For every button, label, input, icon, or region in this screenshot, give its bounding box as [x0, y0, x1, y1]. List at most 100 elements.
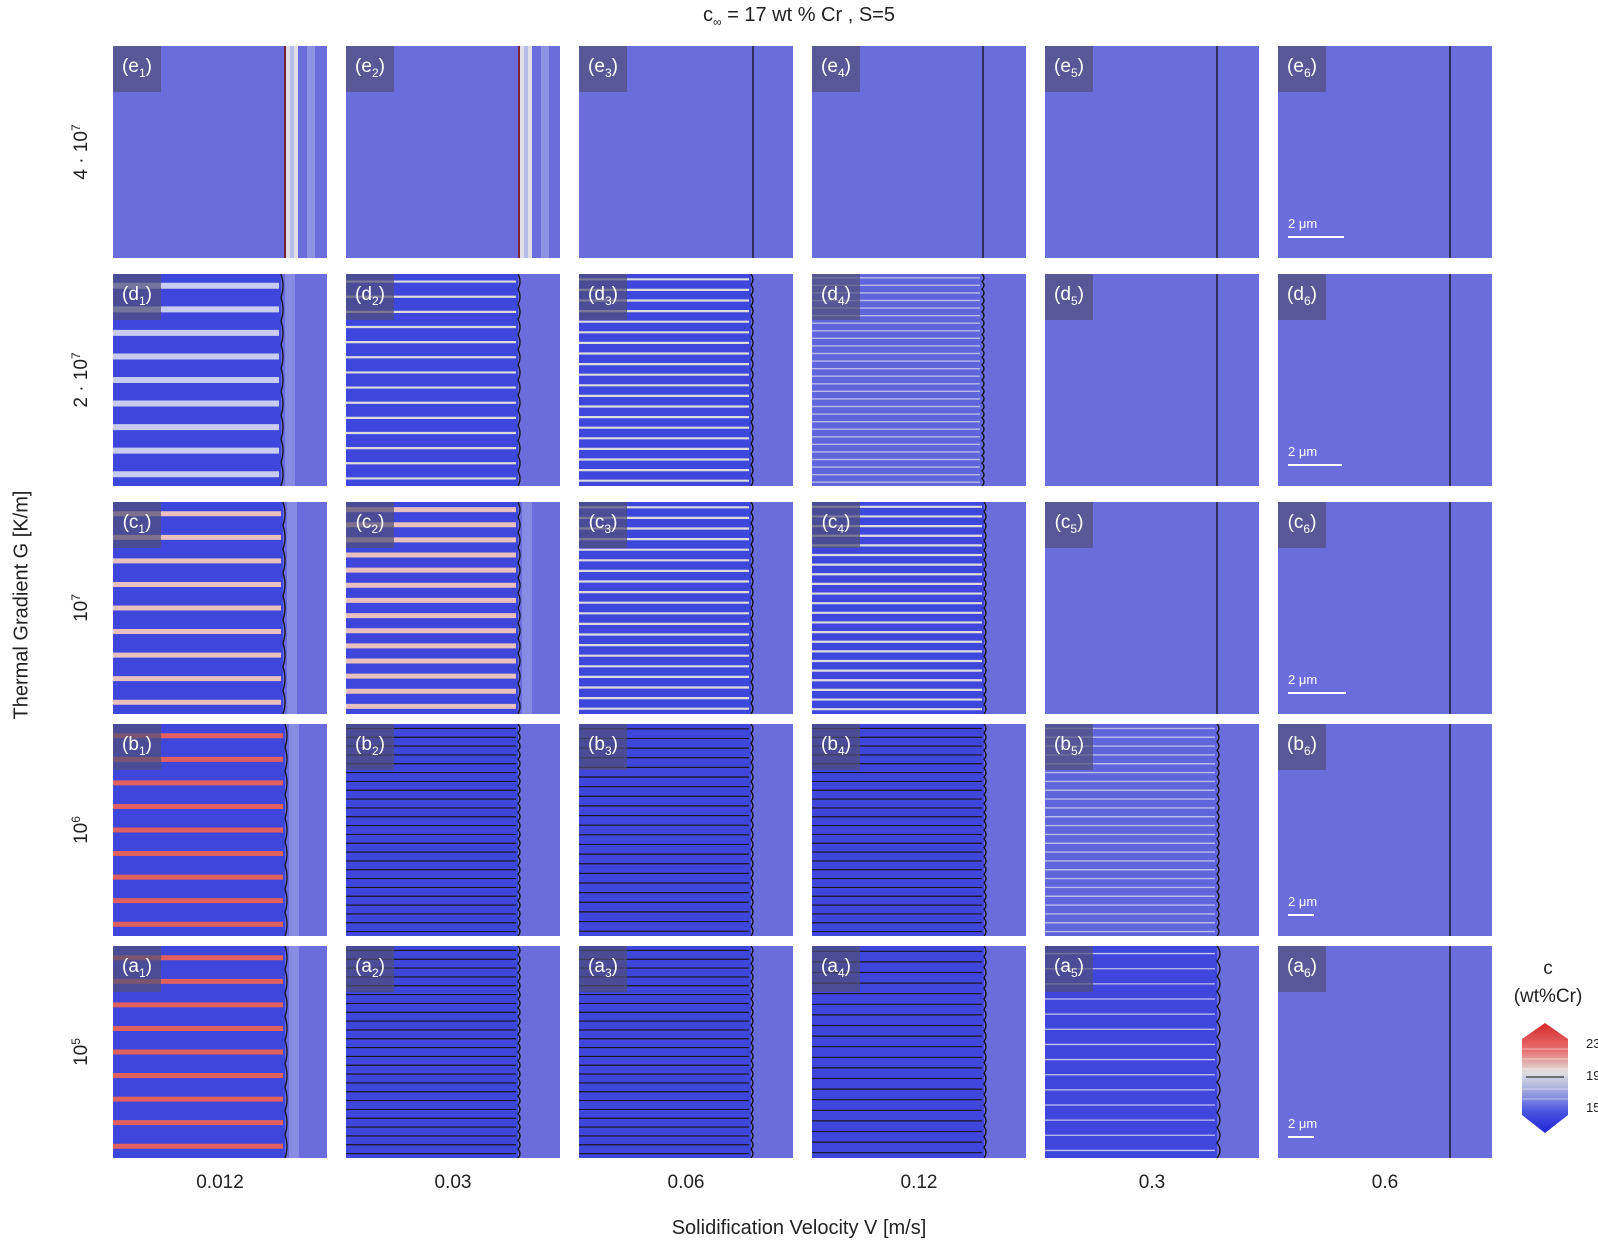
panel-label: (e5)	[1045, 46, 1093, 92]
x-axis-label: Solidification Velocity V [m/s]	[671, 1217, 927, 1239]
panel-label: (d5)	[1045, 274, 1093, 320]
colorbar-tick: 15	[1586, 1100, 1598, 1115]
panel-e6: (e6) 2 μm	[1278, 46, 1492, 258]
panel-e2: (e2)	[346, 46, 560, 258]
panel-c4: (c4)	[812, 502, 1026, 714]
panel-c2: (c2)	[346, 502, 560, 714]
microstructure-plot	[1045, 724, 1220, 936]
microstructure-plot	[113, 946, 299, 1158]
panel-d4: (d4)	[812, 274, 1026, 486]
microstructure-plot	[1449, 502, 1451, 714]
panel-label: (c2)	[346, 502, 394, 548]
panel-e4: (e4)	[812, 46, 1026, 258]
panel-d5: (d5)	[1045, 274, 1259, 486]
panel-d1: (d1)	[113, 274, 327, 486]
scale-bar: 2 μm	[1288, 672, 1346, 694]
panel-a6: (a6) 2 μm	[1278, 946, 1492, 1158]
panel-c5: (c5)	[1045, 502, 1259, 714]
panel-label: (e1)	[113, 46, 161, 92]
y-axis-label: Thermal Gradient G [K/m]	[10, 490, 33, 720]
panel-label: (d4)	[812, 274, 860, 320]
gradient-label: 106	[68, 816, 93, 844]
panel-d3: (d3)	[579, 274, 793, 486]
gradient-label: 107	[68, 594, 93, 622]
panel-label: (d1)	[113, 274, 161, 320]
panel-label: (b5)	[1045, 724, 1093, 770]
gradient-label: 2 · 107	[68, 352, 93, 408]
panel-e5: (e5)	[1045, 46, 1259, 258]
velocity-label: 0.6	[1371, 1172, 1399, 1193]
microstructure-plot	[1449, 46, 1451, 258]
panel-label: (b4)	[812, 724, 860, 770]
microstructure-plot	[1449, 946, 1451, 1158]
panel-label: (a3)	[579, 946, 627, 992]
panel-label: (c3)	[579, 502, 627, 548]
panel-label: (b2)	[346, 724, 394, 770]
velocity-label: 0.12	[900, 1172, 938, 1193]
panel-a5: (a5)	[1045, 946, 1259, 1158]
scale-bar: 2 μm	[1288, 1116, 1317, 1138]
microstructure-plot	[1216, 46, 1218, 258]
colorbar-tick: 19	[1586, 1068, 1598, 1083]
panel-a1: (a1)	[113, 946, 327, 1158]
panel-c3: (c3)	[579, 502, 793, 714]
panel-label: (a5)	[1045, 946, 1093, 992]
panel-label: (e3)	[579, 46, 627, 92]
panel-b5: (b5)	[1045, 724, 1259, 936]
microstructure-plot	[982, 46, 984, 258]
panel-label: (b6)	[1278, 724, 1326, 770]
microstructure-plot	[518, 46, 549, 258]
panel-e1: (e1)	[113, 46, 327, 258]
panel-label: (c6)	[1278, 502, 1326, 548]
panel-label: (e6)	[1278, 46, 1326, 92]
panel-c6: (c6) 2 μm	[1278, 502, 1492, 714]
panel-b6: (b6) 2 μm	[1278, 724, 1492, 936]
microstructure-plot	[113, 274, 295, 486]
microstructure-plot	[752, 46, 754, 258]
microstructure-plot	[1449, 274, 1451, 486]
velocity-label: 0.012	[196, 1172, 244, 1193]
velocity-label: 0.06	[667, 1172, 705, 1193]
panel-label: (a2)	[346, 946, 394, 992]
panel-label: (b1)	[113, 724, 161, 770]
panel-d6: (d6) 2 μm	[1278, 274, 1492, 486]
panel-label: (c1)	[113, 502, 161, 548]
microstructure-plot	[346, 724, 521, 936]
panel-a3: (a3)	[579, 946, 793, 1158]
scale-bar: 2 μm	[1288, 894, 1317, 916]
panel-b4: (b4)	[812, 724, 1026, 936]
gradient-label: 4 · 107	[68, 124, 93, 180]
velocity-label: 0.3	[1138, 1172, 1166, 1193]
panel-d2: (d2)	[346, 274, 560, 486]
scale-bar: 2 μm	[1288, 444, 1342, 466]
microstructure-plot	[1449, 724, 1451, 936]
gradient-label: 105	[68, 1038, 93, 1066]
microstructure-plot	[1216, 502, 1218, 714]
panel-a4: (a4)	[812, 946, 1026, 1158]
microstructure-plot	[1216, 274, 1218, 486]
figure-title: c∞ = 17 wt % Cr , S=5	[703, 4, 895, 29]
velocity-label: 0.03	[434, 1172, 472, 1193]
scale-bar: 2 μm	[1288, 216, 1344, 238]
panel-a2: (a2)	[346, 946, 560, 1158]
panel-label: (c5)	[1045, 502, 1093, 548]
panel-b2: (b2)	[346, 724, 560, 936]
panel-label: (e4)	[812, 46, 860, 92]
panel-b1: (b1)	[113, 724, 327, 936]
panel-e3: (e3)	[579, 46, 793, 258]
panel-label: (b3)	[579, 724, 627, 770]
colorbar	[1522, 1023, 1568, 1138]
colorbar-tick: 23	[1586, 1036, 1598, 1051]
panel-b3: (b3)	[579, 724, 793, 936]
panel-label: (a1)	[113, 946, 161, 992]
microstructure-plot	[284, 46, 315, 258]
panel-c1: (c1)	[113, 502, 327, 714]
panel-label: (a6)	[1278, 946, 1326, 992]
panel-label: (e2)	[346, 46, 394, 92]
colorbar-title: c (wt%Cr)	[1513, 958, 1583, 1007]
panel-label: (d2)	[346, 274, 394, 320]
panel-label: (d6)	[1278, 274, 1326, 320]
panel-label: (d3)	[579, 274, 627, 320]
panel-label: (c4)	[812, 502, 860, 548]
panel-label: (a4)	[812, 946, 860, 992]
